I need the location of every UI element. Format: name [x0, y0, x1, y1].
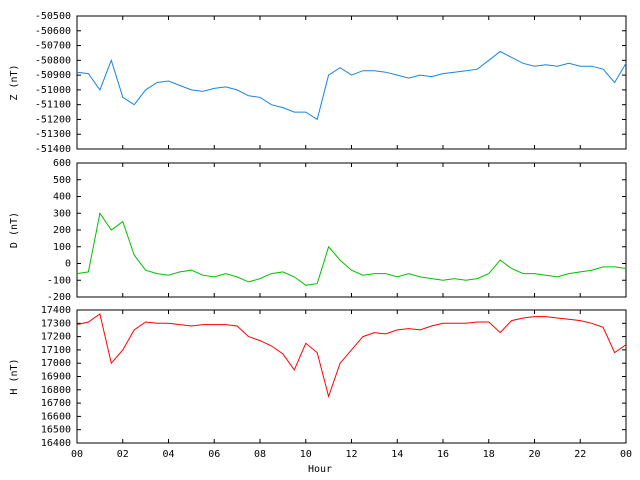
y-tick-label: -51300 [35, 129, 71, 140]
y-tick-label: -51400 [35, 144, 71, 155]
y-tick-label: 16400 [41, 438, 71, 449]
y-tick-label: 17400 [41, 305, 71, 316]
x-tick-label: 12 [345, 449, 357, 460]
y-tick-label: 17300 [41, 318, 71, 329]
x-tick-label: 00 [71, 449, 83, 460]
data-line [76, 212, 627, 286]
y-tick-label: -100 [47, 275, 71, 286]
y-tick-label: -50600 [35, 26, 71, 37]
y-tick-label: -51000 [35, 85, 71, 96]
x-axis-label: Hour [308, 464, 332, 475]
x-tick-label: 18 [483, 449, 495, 460]
x-tick-label: 14 [391, 449, 403, 460]
y-tick-label: 400 [53, 192, 71, 203]
y-tick-label: 16900 [41, 372, 71, 383]
x-tick-label: 04 [162, 449, 174, 460]
y-tick-label: 17200 [41, 332, 71, 343]
plot-frame [76, 309, 627, 444]
y-tick-label: -50900 [35, 70, 71, 81]
y-tick-label: 17000 [41, 358, 71, 369]
y-tick-label: -50700 [35, 41, 71, 52]
y-tick-label: -50800 [35, 55, 71, 66]
y-tick-label: 100 [53, 242, 71, 253]
y-tick-label: 16800 [41, 385, 71, 396]
y-tick-label: 0 [65, 259, 71, 270]
x-tick-label: 00 [620, 449, 632, 460]
y-axis-label: D (nT) [9, 212, 20, 248]
y-tick-label: 300 [53, 208, 71, 219]
plot-frame [76, 162, 627, 298]
y-tick-label: -200 [47, 292, 71, 303]
y-tick-label: 200 [53, 225, 71, 236]
y-tick-label: -51200 [35, 114, 71, 125]
x-tick-label: 08 [254, 449, 266, 460]
y-tick-label: -51100 [35, 100, 71, 111]
x-tick-label: 06 [208, 449, 220, 460]
y-axis-label: H (nT) [9, 358, 20, 394]
data-line [76, 50, 627, 121]
y-tick-label: -50500 [35, 11, 71, 22]
y-tick-label: 600 [53, 158, 71, 169]
y-tick-label: 17100 [41, 345, 71, 356]
x-tick-label: 02 [117, 449, 129, 460]
x-tick-label: 22 [574, 449, 586, 460]
y-tick-label: 16700 [41, 398, 71, 409]
x-tick-label: 20 [528, 449, 540, 460]
y-axis-label: Z (nT) [9, 64, 20, 100]
y-tick-label: 16600 [41, 411, 71, 422]
data-line [76, 313, 627, 399]
y-tick-label: 16500 [41, 425, 71, 436]
x-tick-label: 16 [437, 449, 449, 460]
y-tick-label: 500 [53, 175, 71, 186]
x-tick-label: 10 [300, 449, 312, 460]
